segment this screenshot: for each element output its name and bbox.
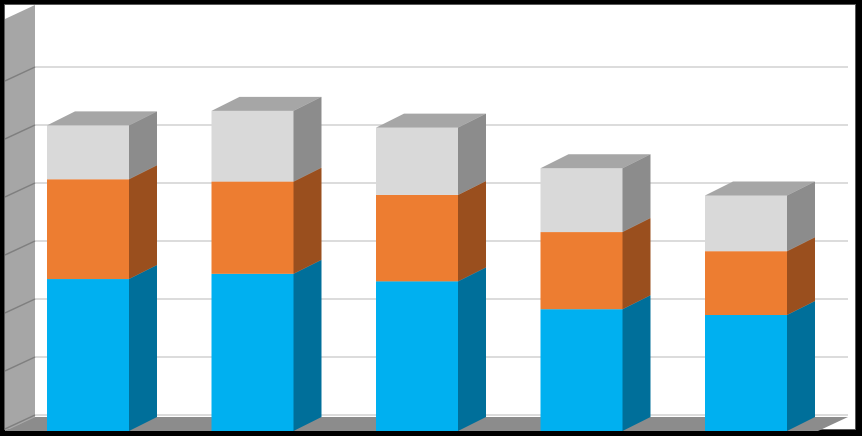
chart-frame — [4, 4, 856, 431]
bar-2-series-2 — [211, 181, 294, 274]
bar-top-5 — [705, 181, 815, 196]
gridline-wall — [5, 66, 36, 82]
bar-4-series-2 — [540, 232, 623, 310]
bar-5-series-2 — [705, 251, 787, 315]
bar-3-series-2 — [376, 194, 458, 282]
bar-side-2-series-1 — [293, 259, 322, 431]
bar-side-4-series-1 — [622, 295, 651, 431]
gridline-wall — [5, 182, 36, 198]
bar-5-series-3 — [705, 195, 787, 252]
left-wall — [5, 5, 35, 431]
bar-side-1-series-1 — [129, 265, 157, 431]
bar-side-1-series-3 — [129, 111, 157, 180]
bar-2-series-1 — [211, 273, 294, 431]
bar-3-series-1 — [376, 281, 458, 431]
bar-2-series-3 — [211, 110, 294, 182]
bar-side-3-series-1 — [458, 267, 486, 431]
bar-4-series-3 — [540, 168, 623, 233]
bar-side-2-series-2 — [293, 167, 322, 274]
bar-side-4-series-3 — [622, 154, 651, 233]
bar-side-3-series-3 — [458, 113, 486, 195]
bar-side-4-series-2 — [622, 218, 651, 310]
bar-4-series-1 — [540, 309, 623, 431]
bar-side-5-series-2 — [787, 237, 815, 315]
bar-1-series-3 — [47, 125, 129, 180]
stacked-bar-chart — [5, 5, 848, 431]
bar-3-series-3 — [376, 127, 458, 195]
gridline-wall — [5, 356, 36, 372]
gridline-wall — [5, 414, 36, 430]
bar-side-1-series-2 — [129, 165, 157, 280]
gridline-wall — [5, 124, 36, 140]
bar-top-2 — [211, 96, 322, 111]
bar-side-3-series-2 — [458, 180, 486, 282]
bar-1-series-1 — [47, 279, 129, 431]
bar-top-4 — [540, 154, 651, 169]
bar-side-5-series-3 — [787, 181, 815, 252]
bar-side-2-series-3 — [293, 96, 322, 182]
bar-top-1 — [47, 111, 157, 126]
bar-side-5-series-1 — [787, 301, 815, 431]
gridline-wall — [5, 240, 36, 256]
bar-5-series-1 — [705, 315, 787, 431]
gridline-wall — [5, 298, 36, 314]
bar-top-3 — [376, 113, 486, 128]
bar-1-series-2 — [47, 179, 129, 280]
